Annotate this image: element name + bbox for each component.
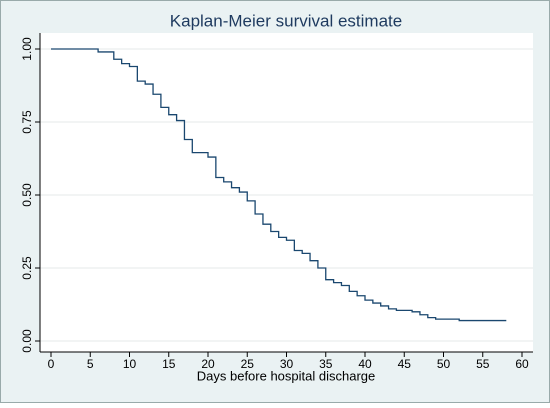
x-tick-label: 0	[48, 357, 55, 371]
plot-area	[40, 33, 533, 352]
x-tick-label: 60	[515, 357, 529, 371]
y-tick-label: 0.25	[20, 256, 34, 280]
chart-title: Kaplan-Meier survival estimate	[170, 11, 402, 30]
x-tick-label: 35	[319, 357, 333, 371]
y-tick-label: 0.00	[20, 329, 34, 353]
x-tick-label: 45	[398, 357, 412, 371]
x-tick-label: 40	[358, 357, 372, 371]
x-tick-label: 10	[123, 357, 137, 371]
x-axis-label: Days before hospital discharge	[197, 368, 376, 383]
y-tick-label: 1.00	[20, 37, 34, 61]
x-tick-label: 20	[201, 357, 215, 371]
y-tick-label: 0.50	[20, 183, 34, 207]
x-tick-label: 15	[162, 357, 176, 371]
x-tick-label: 55	[476, 357, 490, 371]
y-tick-label: 0.75	[20, 110, 34, 134]
x-tick-label: 50	[437, 357, 451, 371]
x-tick-label: 25	[241, 357, 255, 371]
survival-curve	[51, 48, 507, 322]
x-tick-label: 30	[280, 357, 294, 371]
x-tick-label: 5	[87, 357, 94, 371]
